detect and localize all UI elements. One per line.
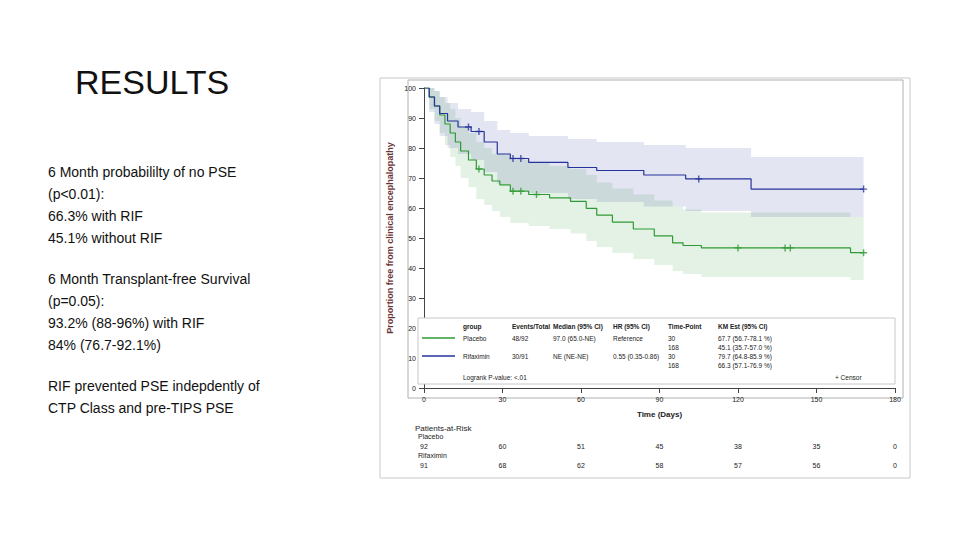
- svg-text:30: 30: [668, 353, 676, 360]
- svg-text:80: 80: [408, 145, 416, 152]
- svg-text:90: 90: [656, 396, 664, 403]
- svg-text:0: 0: [893, 462, 897, 469]
- svg-text:6 Month Transplant-free Surviv: 6 Month Transplant-free Survival: [48, 271, 250, 287]
- svg-text:Placebo: Placebo: [463, 335, 487, 342]
- svg-text:0: 0: [412, 385, 416, 392]
- svg-text:40: 40: [408, 265, 416, 272]
- svg-text:CTP Class and pre-TIPS PSE: CTP Class and pre-TIPS PSE: [48, 400, 234, 416]
- svg-text:45: 45: [656, 443, 664, 450]
- svg-text:50: 50: [408, 235, 416, 242]
- svg-text:group: group: [463, 323, 481, 331]
- svg-text:Time (Days): Time (Days): [637, 410, 683, 419]
- svg-text:45.1 (35.7-57.0 %): 45.1 (35.7-57.0 %): [718, 344, 772, 352]
- svg-text:90: 90: [408, 115, 416, 122]
- svg-text:Rifaximin: Rifaximin: [418, 452, 447, 459]
- svg-text:Logrank P-value: <.01: Logrank P-value: <.01: [463, 374, 527, 382]
- svg-text:20: 20: [408, 325, 416, 332]
- svg-text:168: 168: [668, 362, 679, 369]
- svg-text:62: 62: [577, 462, 585, 469]
- svg-text:0: 0: [422, 396, 426, 403]
- svg-text:6 Month probabililty of no PSE: 6 Month probabililty of no PSE: [48, 164, 236, 180]
- svg-text:Time-Point: Time-Point: [668, 323, 702, 330]
- svg-text:150: 150: [811, 396, 823, 403]
- svg-text:30: 30: [408, 295, 416, 302]
- svg-text:(p=0.05):: (p=0.05):: [48, 293, 104, 309]
- svg-text:58: 58: [656, 462, 664, 469]
- svg-text:Proportion free from clinical: Proportion free from clinical encephalop…: [385, 142, 395, 334]
- svg-text:+ Censor: + Censor: [835, 374, 862, 381]
- svg-text:66.3% with RIF: 66.3% with RIF: [48, 208, 143, 224]
- svg-text:NE (NE-NE): NE (NE-NE): [553, 353, 588, 361]
- svg-text:120: 120: [732, 396, 744, 403]
- svg-text:56: 56: [813, 462, 821, 469]
- svg-text:45.1% without RIF: 45.1% without RIF: [48, 230, 162, 246]
- svg-text:RIF prevented PSE indepdently: RIF prevented PSE indepdently of: [48, 378, 260, 394]
- svg-text:60: 60: [408, 205, 416, 212]
- svg-text:100: 100: [404, 85, 416, 92]
- svg-text:48/92: 48/92: [512, 335, 529, 342]
- svg-text:84% (76.7-92.1%): 84% (76.7-92.1%): [48, 337, 161, 353]
- svg-text:93.2% (88-96%) with RIF: 93.2% (88-96%) with RIF: [48, 315, 204, 331]
- svg-text:91: 91: [420, 462, 428, 469]
- svg-text:180: 180: [889, 396, 901, 403]
- svg-text:HR (95% CI): HR (95% CI): [613, 323, 650, 331]
- svg-text:0: 0: [893, 443, 897, 450]
- svg-text:97.0 (65.0-NE): 97.0 (65.0-NE): [553, 335, 596, 343]
- svg-text:RESULTS: RESULTS: [75, 63, 229, 101]
- svg-text:10: 10: [408, 355, 416, 362]
- svg-text:Reference: Reference: [613, 335, 643, 342]
- svg-text:0.55 (0.35-0.86): 0.55 (0.35-0.86): [613, 353, 659, 361]
- svg-text:Median (95% CI): Median (95% CI): [553, 323, 603, 331]
- svg-text:51: 51: [577, 443, 585, 450]
- svg-text:Rifaximin: Rifaximin: [463, 353, 490, 360]
- svg-text:168: 168: [668, 344, 679, 351]
- svg-text:92: 92: [420, 443, 428, 450]
- svg-text:57: 57: [734, 462, 742, 469]
- svg-text:68: 68: [499, 462, 507, 469]
- svg-text:(p<0.01):: (p<0.01):: [48, 186, 104, 202]
- svg-text:79.7 (64.8-85.9 %): 79.7 (64.8-85.9 %): [718, 353, 772, 361]
- svg-text:60: 60: [499, 443, 507, 450]
- svg-text:38: 38: [734, 443, 742, 450]
- svg-text:60: 60: [577, 396, 585, 403]
- svg-text:KM Est (95% CI): KM Est (95% CI): [718, 323, 767, 331]
- svg-text:Events/Total: Events/Total: [512, 323, 550, 330]
- svg-text:70: 70: [408, 175, 416, 182]
- svg-text:Placebo: Placebo: [418, 433, 443, 440]
- svg-text:Patients-at-Risk: Patients-at-Risk: [415, 424, 472, 433]
- svg-text:66.3 (57.1-76.9 %): 66.3 (57.1-76.9 %): [718, 362, 772, 370]
- svg-text:30: 30: [499, 396, 507, 403]
- svg-text:67.7 (56.7-78.1 %): 67.7 (56.7-78.1 %): [718, 335, 772, 343]
- svg-text:30/91: 30/91: [512, 353, 529, 360]
- svg-text:30: 30: [668, 335, 676, 342]
- svg-text:35: 35: [813, 443, 821, 450]
